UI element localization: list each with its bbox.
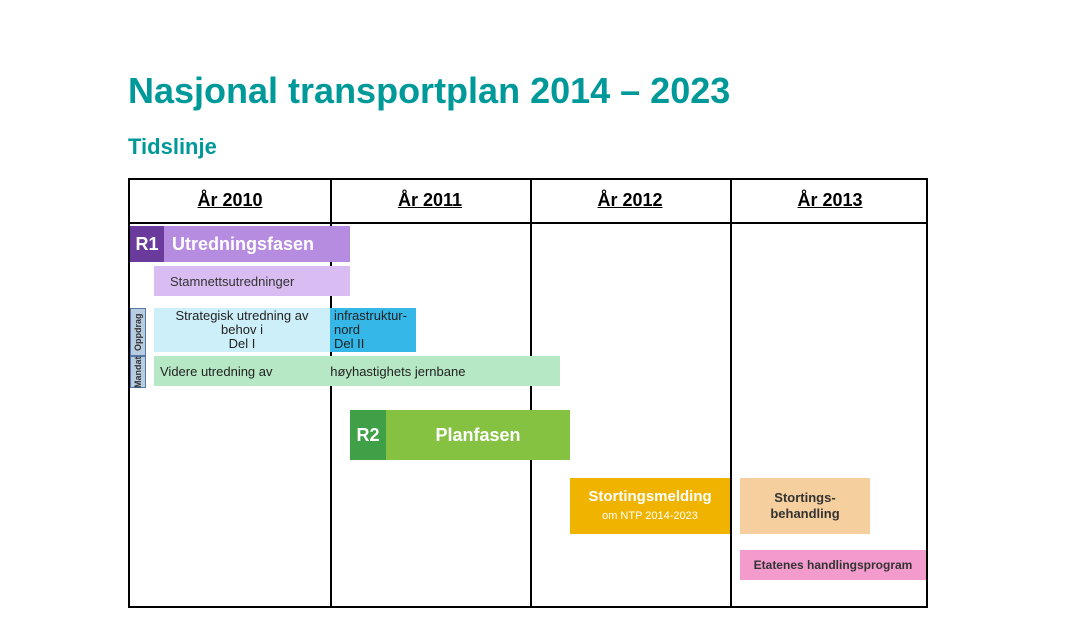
bar-strategisk-del2: infrastruktur-nordDel II xyxy=(330,308,416,352)
bar-label: R1 xyxy=(135,234,158,255)
bar-r2-tag: R2 xyxy=(350,410,386,460)
bar-r1-tag: R1 xyxy=(130,226,164,262)
bar-etatene: Etatenes handlingsprogram xyxy=(740,550,926,580)
bar-utredningsfasen: Utredningsfasen xyxy=(164,226,350,262)
page-title: Nasjonal transportplan 2014 – 2023 xyxy=(128,70,730,112)
bar-label: infrastruktur-nordDel II xyxy=(334,309,416,351)
year-label: År 2012 xyxy=(530,190,730,211)
bar-stamnett: Stamnettsutredninger xyxy=(154,266,350,296)
page-subtitle: Tidslinje xyxy=(128,134,217,160)
side-tag: Oppdrag xyxy=(130,308,146,356)
bar-stortingsbehandling: Stortings-behandling xyxy=(740,478,870,534)
year-label: År 2011 xyxy=(330,190,530,211)
bar-label: Utredningsfasen xyxy=(172,234,314,255)
bar-label: Videre utredning av høyhastighets jernba… xyxy=(160,364,465,379)
bar-stortingsmelding: Stortingsmeldingom NTP 2014-2023 xyxy=(570,478,730,534)
bar-strategisk-del1: Strategisk utredning avbehov iDel I xyxy=(154,308,330,352)
header-divider xyxy=(130,222,926,224)
timeline-chart: År 2010År 2011År 2012År 2013 OppdragManda… xyxy=(128,178,928,608)
bar-label: Stortings-behandling xyxy=(740,490,870,522)
bar-label: Planfasen xyxy=(435,425,520,446)
bar-label: R2 xyxy=(356,425,379,446)
bar-label: Etatenes handlingsprogram xyxy=(754,558,913,572)
year-divider xyxy=(730,180,732,606)
year-label: År 2013 xyxy=(730,190,930,211)
bar-planfasen: Planfasen xyxy=(386,410,570,460)
bar-hoyhastighet: Videre utredning av høyhastighets jernba… xyxy=(154,356,560,386)
slide-page: Nasjonal transportplan 2014 – 2023 Tidsl… xyxy=(0,0,1067,628)
side-tag: Mandat xyxy=(130,356,146,388)
bar-label: Stamnettsutredninger xyxy=(170,274,294,289)
bar-label: Strategisk utredning avbehov iDel I xyxy=(154,309,330,351)
bar-label: Stortingsmeldingom NTP 2014-2023 xyxy=(570,488,730,525)
year-divider xyxy=(530,180,532,606)
year-label: År 2010 xyxy=(130,190,330,211)
